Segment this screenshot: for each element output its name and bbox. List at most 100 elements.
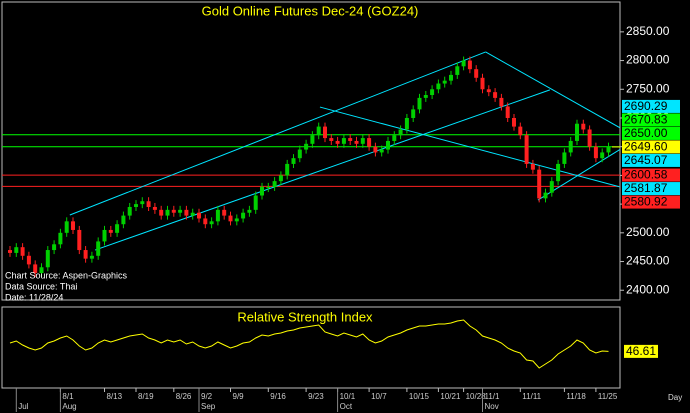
candle-body bbox=[215, 209, 220, 222]
candle-body bbox=[474, 69, 479, 78]
candle-body bbox=[530, 163, 535, 170]
candle-body bbox=[253, 195, 258, 210]
month-label: Jul bbox=[18, 402, 28, 411]
candle-body bbox=[39, 267, 44, 274]
month-label: Oct bbox=[340, 402, 353, 411]
candle-body bbox=[285, 163, 290, 176]
candle-body bbox=[297, 149, 302, 159]
level-label-box bbox=[622, 168, 680, 182]
candle-body bbox=[480, 77, 485, 90]
price-panel bbox=[1, 1, 621, 301]
candle-body bbox=[197, 212, 201, 219]
level-label-box bbox=[622, 195, 680, 209]
level-label: 2650.00 bbox=[624, 126, 668, 140]
level-label: 2580.92 bbox=[624, 195, 668, 209]
candle-body bbox=[411, 109, 416, 118]
candle-body bbox=[373, 146, 378, 153]
candle-body bbox=[58, 232, 63, 245]
source-note: Chart Source: Aspen-Graphics bbox=[5, 270, 128, 280]
candle-body bbox=[436, 83, 441, 90]
candle-body bbox=[190, 212, 195, 216]
candle-body bbox=[115, 224, 120, 233]
candle-body bbox=[512, 117, 516, 127]
x-tick-label: 9/23 bbox=[308, 392, 324, 401]
candle-body bbox=[537, 169, 542, 199]
month-label: Sep bbox=[201, 402, 216, 411]
candle-body bbox=[442, 80, 447, 84]
last-price-label: 2649.60 bbox=[624, 140, 668, 154]
candle-body bbox=[493, 92, 498, 98]
candle-body bbox=[14, 247, 19, 253]
candle-body bbox=[260, 186, 264, 196]
month-label: Aug bbox=[62, 402, 76, 411]
candle-body bbox=[171, 209, 176, 213]
trendline bbox=[485, 51, 621, 129]
candle-body bbox=[316, 126, 321, 136]
y-tick-label: 2400.00 bbox=[626, 282, 670, 296]
candle-body bbox=[568, 140, 573, 153]
candle-body bbox=[392, 135, 397, 141]
candle-body bbox=[89, 255, 94, 259]
y-tick-label: 2450.00 bbox=[626, 254, 670, 268]
x-axis-label: Day bbox=[668, 393, 682, 402]
candle-body bbox=[165, 209, 170, 216]
level-label: 2581.87 bbox=[624, 181, 668, 195]
candle-body bbox=[20, 247, 25, 256]
candle-body bbox=[486, 89, 491, 93]
x-tick-label: 8/19 bbox=[138, 392, 154, 401]
candle-body bbox=[26, 255, 31, 265]
candle-body bbox=[606, 146, 611, 153]
candle-body bbox=[524, 135, 529, 164]
candle-body bbox=[241, 212, 246, 219]
candle-body bbox=[134, 204, 138, 207]
level-label-box bbox=[622, 182, 680, 196]
candle-body bbox=[146, 201, 151, 207]
candle-body bbox=[417, 97, 422, 110]
candle-body bbox=[310, 135, 315, 144]
x-tick-label: 10/7 bbox=[371, 392, 387, 401]
x-tick-label: 10/1 bbox=[340, 392, 356, 401]
candle-body bbox=[272, 181, 277, 187]
candle-body bbox=[505, 106, 510, 118]
x-tick-label: 11/11 bbox=[522, 392, 541, 401]
candle-body bbox=[581, 123, 586, 130]
level-label-box bbox=[622, 99, 680, 113]
month-label: Nov bbox=[485, 402, 499, 411]
chart-title: Gold Online Futures Dec-24 (GOZ24) bbox=[202, 3, 419, 18]
candle-body bbox=[266, 186, 271, 189]
candle-body bbox=[33, 264, 38, 274]
rsi-label-box bbox=[624, 344, 658, 358]
candle-body bbox=[52, 244, 57, 251]
candle-body bbox=[83, 250, 88, 259]
source-note: Date: 11/28/24 bbox=[5, 292, 63, 302]
candle-body bbox=[291, 158, 296, 164]
candle-body bbox=[379, 149, 384, 153]
candle-body bbox=[449, 74, 453, 81]
candle-body bbox=[499, 97, 504, 107]
candle-body bbox=[430, 89, 435, 96]
candle-body bbox=[108, 229, 113, 233]
x-tick-label: 9/9 bbox=[233, 392, 245, 401]
x-tick-label: 9/16 bbox=[270, 392, 286, 401]
candle-body bbox=[329, 138, 334, 141]
candle-body bbox=[386, 140, 390, 150]
candle-body bbox=[600, 152, 605, 159]
candle-body bbox=[178, 209, 183, 213]
candle-body bbox=[575, 123, 579, 141]
candle-body bbox=[304, 143, 309, 150]
candle-body bbox=[335, 140, 340, 144]
candle-body bbox=[593, 146, 598, 159]
candle-body bbox=[184, 209, 189, 216]
candle-body bbox=[209, 221, 214, 225]
candle-body bbox=[102, 229, 107, 242]
level-label-box bbox=[622, 113, 680, 127]
candle-body bbox=[587, 129, 592, 147]
candle-body bbox=[367, 138, 372, 147]
candle-body bbox=[348, 138, 353, 141]
candle-body bbox=[140, 201, 145, 205]
candle-body bbox=[127, 206, 132, 216]
x-tick-label: 11/18 bbox=[566, 392, 586, 401]
candle-body bbox=[71, 221, 75, 230]
candle-body bbox=[64, 221, 69, 233]
